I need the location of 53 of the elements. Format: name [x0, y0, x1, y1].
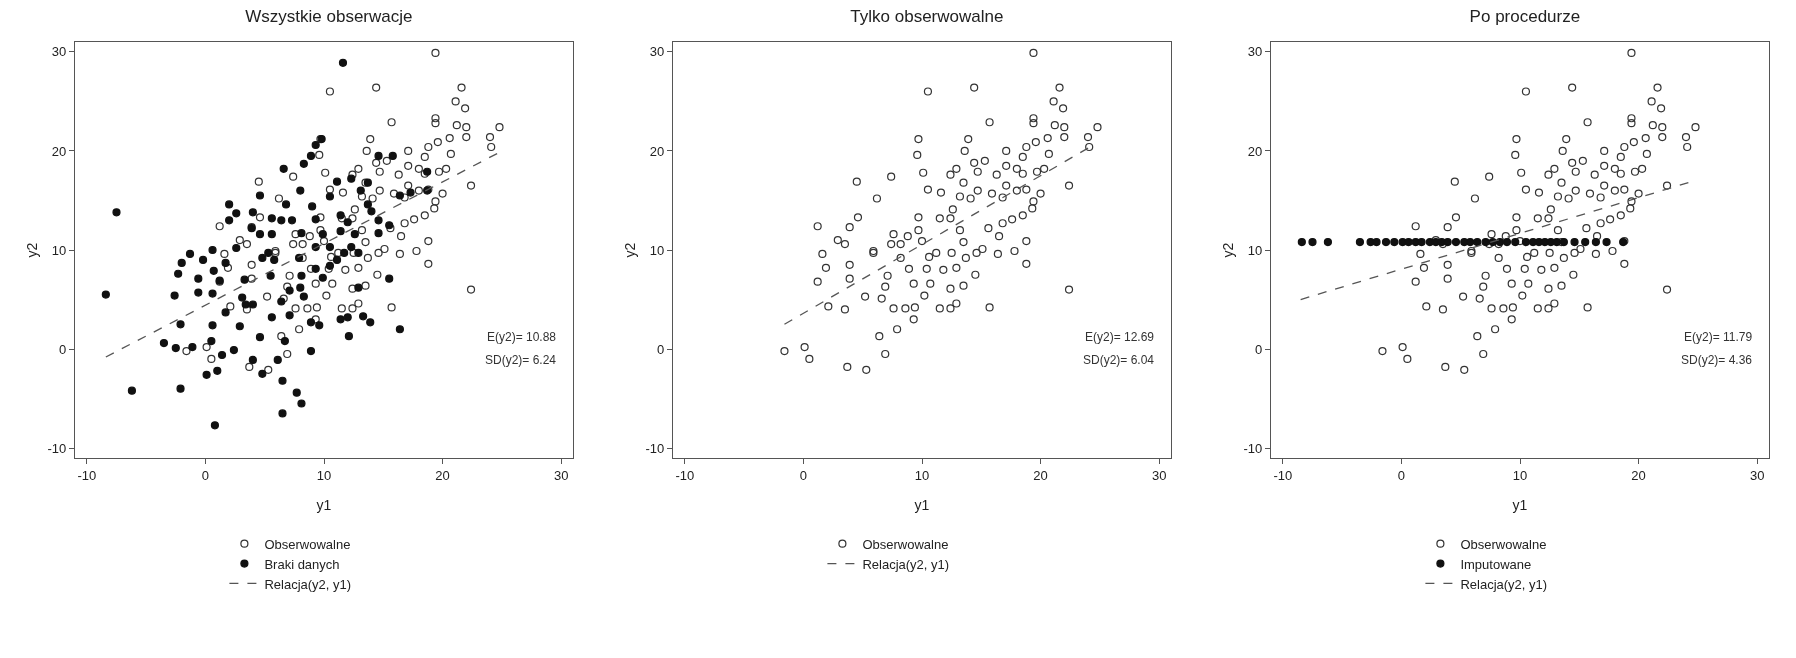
legend-label: Obserwowalne: [264, 536, 351, 552]
y-tick-label: 20: [1247, 143, 1263, 159]
y-axis-title: y2: [621, 242, 638, 258]
legend-label: Relacja(y2, y1): [264, 576, 352, 592]
annotation: SD(y2)= 6.04: [1083, 353, 1155, 367]
annotation: SD(y2)= 4.36: [1681, 353, 1753, 367]
annotation: SD(y2)= 6.24: [485, 353, 557, 367]
x-tick-label: 20: [1033, 467, 1048, 483]
x-tick-label: 30: [1749, 467, 1765, 483]
annotation: E(y2)= 11.79: [1684, 330, 1753, 344]
x-tick-label: 30: [553, 467, 569, 483]
y-tick-label: 30: [649, 44, 665, 60]
y-tick-label: 10: [1247, 242, 1263, 258]
chart-title: Po procedurze: [1469, 6, 1581, 26]
legend-label: Relacja(y2, y1): [862, 556, 950, 572]
y-tick-label: 20: [649, 143, 665, 159]
y-tick-label: -10: [47, 440, 67, 456]
x-tick-label: -10: [675, 467, 695, 483]
y-axis-title: y2: [23, 242, 40, 258]
chart-title: Tylko obserwowalne: [850, 6, 1004, 26]
x-axis-title: y1: [1512, 497, 1528, 514]
legend-label: Obserwowalne: [862, 536, 949, 552]
y-tick-label: 0: [1254, 341, 1263, 357]
y-tick-label: 10: [649, 242, 665, 258]
x-tick-label: -10: [77, 467, 97, 483]
y-tick-label: 20: [51, 143, 67, 159]
x-tick-label: 10: [1512, 467, 1528, 483]
x-tick-label: 20: [1631, 467, 1646, 483]
x-tick-label: 0: [201, 467, 210, 483]
y-tick-label: -10: [645, 440, 665, 456]
y-tick-label: 30: [51, 44, 67, 60]
x-axis-title: y1: [914, 497, 930, 514]
y-tick-label: 10: [51, 242, 67, 258]
legend-label: Obserwowalne: [1460, 536, 1547, 552]
x-axis-title: y1: [316, 497, 332, 514]
x-tick-label: 0: [1397, 467, 1406, 483]
annotation: E(y2)= 12.69: [1085, 330, 1155, 344]
x-tick-label: 20: [435, 467, 450, 483]
x-tick-label: 0: [799, 467, 808, 483]
annotation: E(y2)= 10.88: [487, 330, 557, 344]
legend-label: Braki danych: [264, 556, 340, 572]
y-tick-label: -10: [1243, 440, 1263, 456]
legend-label: Imputowane: [1460, 556, 1532, 572]
x-tick-label: 10: [914, 467, 930, 483]
legend-label: Relacja(y2, y1): [1460, 576, 1548, 592]
y-tick-label: 0: [656, 341, 665, 357]
y-tick-label: 30: [1247, 44, 1263, 60]
x-tick-label: 30: [1151, 467, 1167, 483]
y-tick-label: 0: [58, 341, 67, 357]
x-tick-label: 10: [316, 467, 332, 483]
y-axis-title: y2: [1219, 242, 1236, 258]
chart-title: Wszystkie obserwacje: [245, 6, 413, 26]
x-tick-label: -10: [1273, 467, 1293, 483]
